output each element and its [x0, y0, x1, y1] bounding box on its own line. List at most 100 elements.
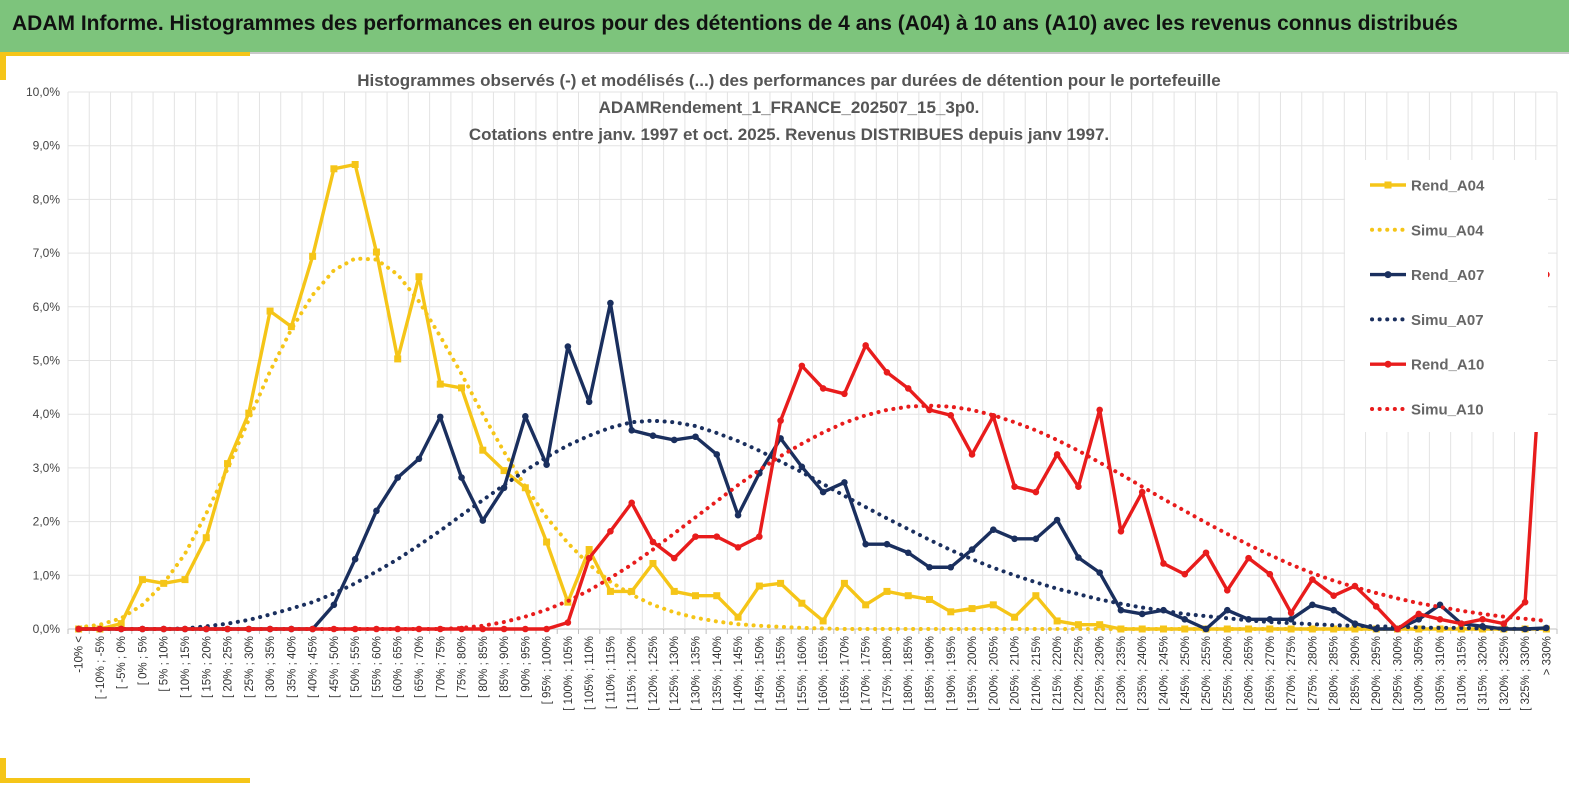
x-tick-label: [ 270% ; 275%	[1286, 636, 1298, 711]
x-tick-label: [ 165% ; 170%	[839, 636, 851, 711]
x-tick-label: [ 285% ; 290%	[1350, 636, 1362, 711]
legend-label-rend-a07: Rend_A07	[1411, 267, 1484, 284]
point-rend-a04	[436, 380, 444, 388]
chart-title-line-2: ADAMRendement_1_FRANCE_202507_15_3p0.	[599, 98, 980, 117]
point-rend-a04	[968, 605, 976, 613]
x-tick-label: [ 235% ; 240%	[1137, 636, 1149, 711]
point-rend-a10	[1436, 616, 1444, 623]
y-tick-label: 1,0%	[33, 568, 61, 582]
point-rend-a04	[1053, 617, 1061, 625]
x-tick-label: [ 275% ; 280%	[1307, 636, 1319, 711]
point-rend-a07	[990, 526, 997, 533]
point-rend-a10	[1032, 488, 1040, 496]
point-rend-a10	[1266, 570, 1274, 578]
point-rend-a07	[1181, 616, 1189, 623]
accent-bar-bottom	[0, 778, 250, 783]
y-tick-label: 4,0%	[33, 407, 61, 421]
x-tick-label: [ 300% ; 305%	[1414, 636, 1426, 711]
point-rend-a04	[1308, 625, 1316, 633]
point-rend-a04	[777, 579, 785, 587]
point-rend-a07	[1138, 610, 1146, 618]
legend-marker-rend-a04	[1384, 181, 1392, 189]
chart-title-line-1: Histogrammes observés (-) et modélisés (…	[357, 71, 1220, 90]
legend-label-rend-a04: Rend_A04	[1411, 178, 1485, 195]
point-rend-a07	[1223, 606, 1231, 614]
point-rend-a10	[1223, 587, 1231, 594]
point-rend-a10	[947, 411, 955, 419]
legend-label-simu-a07: Simu_A07	[1411, 312, 1484, 329]
y-tick-label: 6,0%	[33, 300, 61, 314]
point-rend-a10	[1479, 616, 1486, 623]
point-rend-a07	[1075, 554, 1082, 561]
point-rend-a10	[330, 625, 338, 633]
point-rend-a10	[756, 533, 763, 540]
point-rend-a04	[947, 608, 955, 616]
point-rend-a10	[968, 451, 976, 458]
point-rend-a10	[1521, 598, 1529, 606]
point-rend-a07	[1202, 625, 1210, 633]
x-tick-label: [ 45% ; 50%	[329, 636, 341, 698]
point-rend-a07	[415, 455, 423, 463]
point-rend-a04	[692, 592, 700, 600]
point-rend-a04	[202, 534, 210, 542]
x-tick-label: [ 325% ; 330%	[1520, 636, 1532, 711]
x-tick-label: [ 30% ; 35%	[265, 636, 277, 698]
point-rend-a07	[798, 463, 806, 471]
x-tick-label: [ 200% ; 205%	[988, 636, 1000, 711]
point-rend-a10	[1011, 483, 1018, 490]
point-rend-a07	[458, 474, 465, 481]
x-tick-label: [ 15% ; 20%	[201, 636, 213, 698]
point-rend-a04	[372, 248, 380, 256]
point-rend-a07	[351, 555, 359, 563]
point-rend-a10	[1138, 488, 1146, 496]
legend-label-rend-a10: Rend_A10	[1411, 357, 1484, 374]
y-tick-label: 10,0%	[26, 85, 60, 99]
x-tick-label: [ 100% ; 105%	[563, 636, 575, 711]
x-tick-label: [ 160% ; 165%	[818, 636, 830, 711]
point-rend-a10	[1096, 406, 1103, 414]
point-rend-a10	[1309, 576, 1316, 583]
point-rend-a04	[606, 587, 614, 595]
x-tick-label: [ 290% ; 295%	[1371, 636, 1383, 711]
point-rend-a07	[628, 427, 635, 434]
point-rend-a04	[904, 592, 912, 600]
point-rend-a10	[139, 625, 146, 633]
x-tick-label: [ 265% ; 270%	[1265, 636, 1277, 711]
x-tick-label: [ 220% ; 225%	[1073, 636, 1085, 711]
chart-grid	[67, 91, 1558, 634]
x-tick-label: [ 80% ; 85%	[478, 636, 490, 698]
point-rend-a10	[1415, 610, 1423, 618]
point-rend-a07	[1415, 616, 1423, 623]
point-rend-a04	[479, 446, 487, 454]
point-rend-a07	[1287, 616, 1295, 623]
point-rend-a10	[1372, 603, 1380, 610]
point-rend-a04	[394, 355, 402, 363]
point-rend-a10	[862, 342, 869, 349]
point-rend-a04	[138, 576, 146, 584]
x-axis-ticks: -10% < [ -10% ; -5% [ -5% ; 0% [ 0% ; 5% [ 5…	[74, 636, 1554, 711]
point-rend-a07	[1096, 569, 1103, 576]
point-rend-a04	[415, 273, 423, 281]
point-rend-a04	[670, 587, 678, 595]
x-tick-label: [ 10% ; 15%	[180, 636, 192, 698]
x-tick-label: [ 295% ; 300%	[1392, 636, 1404, 711]
x-tick-label: [ 75% ; 80%	[457, 636, 469, 698]
point-rend-a04	[989, 601, 997, 609]
x-tick-label: [ -5% ; 0%	[116, 636, 128, 689]
x-tick-label: [ 225% ; 230%	[1095, 636, 1107, 711]
point-rend-a04	[1223, 625, 1231, 633]
x-tick-label: [ 240% ; 245%	[1158, 636, 1170, 711]
x-tick-label: [ 115% ; 120%	[627, 636, 639, 710]
point-rend-a07	[883, 540, 891, 548]
x-tick-label: [ 25% ; 30%	[244, 636, 256, 698]
point-rend-a04	[266, 307, 274, 315]
x-tick-label: [ 215% ; 220%	[1052, 636, 1064, 711]
x-tick-label: > 330%	[1541, 636, 1553, 675]
y-tick-label: 3,0%	[33, 461, 61, 475]
x-tick-label: [ 185% ; 190%	[924, 636, 936, 711]
x-tick-label: [ 0% ; 5%	[137, 636, 149, 685]
point-rend-a10	[734, 544, 742, 551]
legend-label-simu-a04: Simu_A04	[1411, 222, 1484, 239]
point-rend-a07	[1011, 535, 1018, 543]
y-tick-label: 7,0%	[33, 246, 61, 260]
